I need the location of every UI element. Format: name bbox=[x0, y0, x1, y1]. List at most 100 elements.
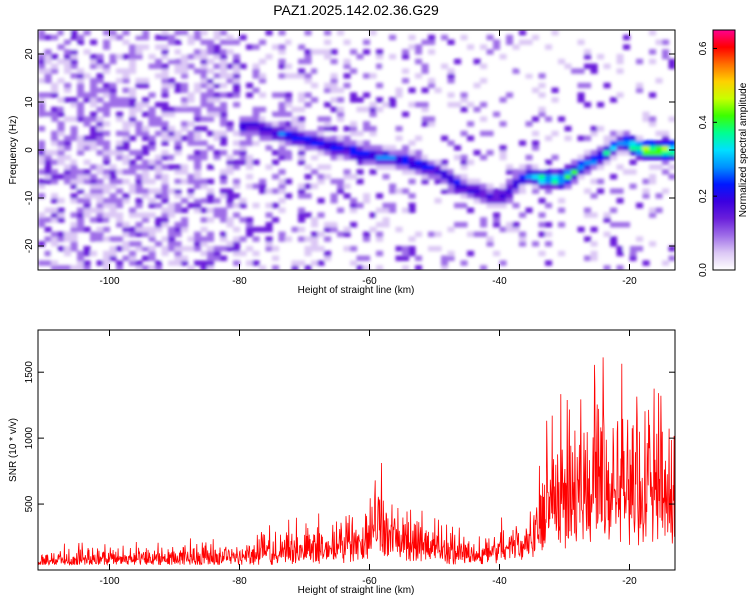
heatmap-cell bbox=[512, 174, 520, 180]
heatmap-cell bbox=[226, 202, 234, 209]
heatmap-cell bbox=[298, 135, 306, 141]
heatmap-cell bbox=[278, 140, 286, 146]
heatmap-cell bbox=[629, 140, 637, 146]
heatmap-cell bbox=[122, 126, 130, 132]
heatmap-cell bbox=[174, 68, 182, 74]
heatmap-cell bbox=[590, 164, 598, 170]
heatmap-cell bbox=[649, 174, 657, 180]
heatmap-cell bbox=[252, 121, 260, 127]
heatmap-cell bbox=[122, 130, 130, 137]
heatmap-cell bbox=[83, 202, 91, 209]
heatmap-cell bbox=[324, 102, 332, 108]
heatmap-cell bbox=[220, 92, 228, 98]
heatmap-cell bbox=[109, 193, 117, 199]
heatmap-cell bbox=[259, 178, 267, 185]
heatmap-cell bbox=[252, 87, 260, 93]
heatmap-cell bbox=[252, 111, 260, 117]
heatmap-cell bbox=[200, 154, 208, 161]
heatmap-cell bbox=[181, 222, 189, 228]
heatmap-cell bbox=[434, 159, 442, 165]
heatmap-cell bbox=[148, 246, 156, 252]
heatmap-cell bbox=[70, 241, 78, 247]
heatmap-cell bbox=[304, 58, 312, 65]
heatmap-cell bbox=[480, 217, 488, 223]
heatmap-cell bbox=[311, 82, 319, 89]
heatmap-cell bbox=[493, 222, 501, 228]
heatmap-cell bbox=[103, 30, 111, 36]
heatmap-cell bbox=[161, 34, 169, 41]
heatmap-cell bbox=[538, 169, 546, 175]
heatmap-cell bbox=[90, 111, 98, 117]
heatmap-cell bbox=[623, 140, 631, 146]
heatmap-cell bbox=[148, 231, 156, 237]
heatmap-cell bbox=[311, 154, 319, 161]
heatmap-cell bbox=[265, 130, 273, 137]
heatmap-cell bbox=[181, 68, 189, 74]
heatmap-cell bbox=[460, 188, 468, 194]
heatmap-cell bbox=[415, 44, 423, 50]
heatmap-cell bbox=[226, 231, 234, 237]
heatmap-cell bbox=[649, 154, 657, 161]
heatmap-cell bbox=[272, 174, 280, 180]
heatmap-cell bbox=[649, 178, 657, 185]
heatmap-cell bbox=[51, 68, 59, 74]
heatmap-cell bbox=[265, 145, 273, 151]
heatmap-cell bbox=[317, 231, 325, 237]
heatmap-cell bbox=[161, 106, 169, 113]
heatmap-cell bbox=[259, 73, 267, 79]
heatmap-cell bbox=[233, 159, 241, 165]
heatmap-cell bbox=[226, 193, 234, 199]
heatmap-cell bbox=[220, 178, 228, 185]
heatmap-cell bbox=[454, 241, 462, 247]
heatmap-cell bbox=[421, 87, 429, 93]
heatmap-cell bbox=[473, 150, 481, 156]
heatmap-cell bbox=[135, 246, 143, 252]
heatmap-cell bbox=[70, 246, 78, 252]
heatmap-cell bbox=[265, 241, 273, 247]
heatmap-cell bbox=[226, 241, 234, 247]
heatmap-cell bbox=[96, 164, 104, 170]
heatmap-cell bbox=[480, 231, 488, 237]
heatmap-cell bbox=[174, 106, 182, 113]
y-tick-label: 10 bbox=[24, 96, 35, 108]
heatmap-cell bbox=[564, 178, 572, 185]
heatmap-cell bbox=[70, 169, 78, 175]
heatmap-cell bbox=[96, 116, 104, 122]
heatmap-cell bbox=[246, 260, 254, 266]
heatmap-cell bbox=[207, 78, 215, 84]
heatmap-cell bbox=[70, 212, 78, 218]
heatmap-cell bbox=[103, 174, 111, 180]
heatmap-cell bbox=[402, 111, 410, 117]
heatmap-cell bbox=[415, 150, 423, 156]
heatmap-cell bbox=[44, 207, 52, 213]
heatmap-cell bbox=[350, 150, 358, 156]
heatmap-cell bbox=[44, 217, 52, 223]
heatmap-cell bbox=[519, 30, 527, 36]
heatmap-cell bbox=[213, 78, 221, 84]
heatmap-cell bbox=[298, 193, 306, 199]
heatmap-cell bbox=[70, 183, 78, 189]
heatmap-cell bbox=[135, 164, 143, 170]
heatmap-cell bbox=[363, 145, 371, 151]
heatmap-cell bbox=[57, 140, 65, 146]
heatmap-cell bbox=[389, 97, 397, 103]
heatmap-cell bbox=[577, 68, 585, 74]
heatmap-cell bbox=[161, 198, 169, 204]
heatmap-cell bbox=[519, 212, 527, 218]
heatmap-cell bbox=[226, 188, 234, 194]
heatmap-cell bbox=[545, 222, 553, 228]
heatmap-cell bbox=[480, 130, 488, 137]
heatmap-cell bbox=[200, 58, 208, 65]
heatmap-cell bbox=[246, 226, 254, 233]
heatmap-cell bbox=[194, 68, 202, 74]
heatmap-cell bbox=[194, 169, 202, 175]
heatmap-cell bbox=[187, 140, 195, 146]
heatmap-cell bbox=[369, 150, 377, 156]
heatmap-cell bbox=[532, 169, 540, 175]
heatmap-cell bbox=[122, 54, 130, 60]
heatmap-cell bbox=[265, 54, 273, 60]
heatmap-cell bbox=[603, 82, 611, 89]
heatmap-cell bbox=[51, 130, 59, 137]
heatmap-cell bbox=[395, 92, 403, 98]
heatmap-cell bbox=[246, 222, 254, 228]
